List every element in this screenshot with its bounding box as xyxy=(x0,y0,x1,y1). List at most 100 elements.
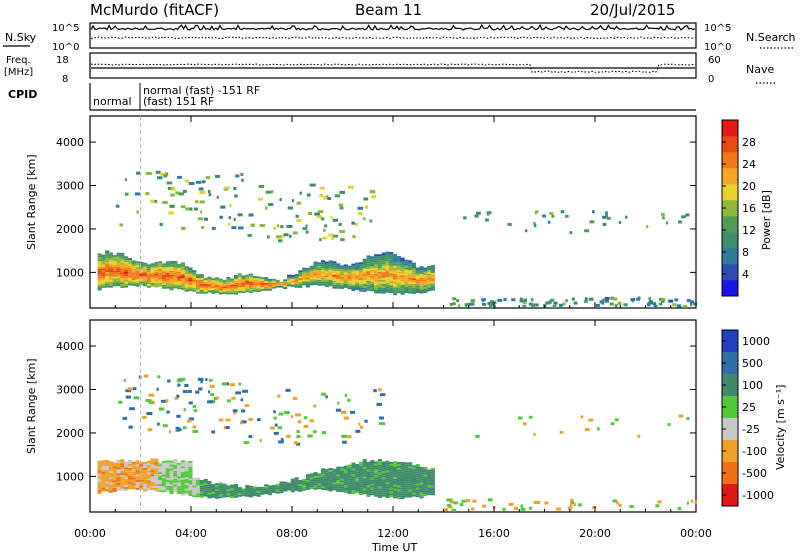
velocity-cell xyxy=(313,487,318,490)
velocity-cell xyxy=(218,488,223,491)
velocity-cell xyxy=(188,484,193,487)
power-cell xyxy=(294,281,299,284)
power-cell xyxy=(124,277,129,280)
velocity-cell xyxy=(108,471,114,474)
power-cell xyxy=(463,216,467,220)
velocity-cell xyxy=(211,489,216,492)
y-tick-label: 2000 xyxy=(56,427,84,440)
velocity-cell xyxy=(207,484,212,487)
velocity-cell xyxy=(101,481,106,484)
power-cell xyxy=(211,280,216,283)
power-cell xyxy=(105,277,110,280)
power-cell xyxy=(682,304,688,308)
power-cell xyxy=(319,238,322,242)
velocity-cell xyxy=(404,487,409,490)
velocity-cell xyxy=(180,485,185,488)
power-cell xyxy=(396,289,401,292)
velocity-cell xyxy=(309,479,314,482)
power-cell xyxy=(321,266,326,269)
velocity-cell xyxy=(268,485,273,488)
power-cell xyxy=(351,273,356,276)
power-cell xyxy=(419,273,424,276)
power-cell xyxy=(393,259,398,262)
velocity-cell xyxy=(214,491,220,493)
power-cell xyxy=(127,273,132,276)
velocity-cell xyxy=(332,486,337,489)
velocity-cell xyxy=(336,488,341,491)
velocity-cell xyxy=(203,492,208,495)
power-cell xyxy=(154,281,159,284)
velocity-cell xyxy=(373,389,377,393)
velocity-cell xyxy=(374,467,379,470)
power-cell xyxy=(404,267,409,270)
velocity-cell xyxy=(235,391,242,395)
power-cell xyxy=(430,267,435,270)
power-cell xyxy=(214,289,220,292)
velocity-cell xyxy=(411,473,417,476)
velocity-cell xyxy=(139,464,144,467)
velocity-cell xyxy=(277,426,283,430)
velocity-cell xyxy=(222,493,227,496)
power-cell xyxy=(188,277,193,280)
power-cell xyxy=(97,270,102,273)
power-cell xyxy=(169,204,175,208)
power-cell xyxy=(324,261,329,264)
velocity-cell xyxy=(176,379,182,383)
velocity-cell xyxy=(252,494,257,497)
velocity-cell xyxy=(347,474,352,477)
power-cell xyxy=(249,273,254,276)
power-cell xyxy=(165,278,170,281)
velocity-cell xyxy=(336,484,341,487)
power-cell xyxy=(196,276,201,279)
velocity-cell xyxy=(105,477,110,480)
power-cell xyxy=(381,287,386,290)
power-cell xyxy=(366,257,371,260)
velocity-cell xyxy=(362,472,367,475)
power-cell xyxy=(522,300,527,304)
velocity-cell xyxy=(139,487,144,490)
velocity-cell xyxy=(161,484,167,487)
power-cell xyxy=(173,266,178,269)
power-cell xyxy=(135,265,140,268)
power-cell xyxy=(245,280,250,283)
velocity-cell xyxy=(324,474,329,477)
power-colorbar-swatch xyxy=(722,152,738,169)
velocity-cell xyxy=(165,462,170,465)
power-cell xyxy=(105,281,110,284)
velocity-cell xyxy=(124,477,129,480)
power-colorbar-swatch xyxy=(722,216,738,233)
freq-label-1: Freq. xyxy=(6,55,31,66)
power-cell xyxy=(211,226,216,230)
nave-trace xyxy=(90,63,696,74)
power-cell xyxy=(362,264,367,267)
velocity-cell xyxy=(396,495,401,498)
velocity-cell xyxy=(408,474,413,476)
power-cell xyxy=(192,272,197,275)
power-cell xyxy=(245,276,250,279)
power-cell xyxy=(678,220,682,224)
velocity-colorbar-border xyxy=(721,329,739,507)
power-cell xyxy=(636,297,641,301)
velocity-cell xyxy=(427,471,432,474)
power-cell xyxy=(105,256,110,259)
velocity-cell xyxy=(146,472,151,475)
power-cell xyxy=(97,280,102,283)
velocity-cell xyxy=(343,491,348,494)
velocity-cell xyxy=(419,490,424,493)
velocity-cell xyxy=(112,489,117,492)
power-cell xyxy=(108,264,114,267)
power-cell xyxy=(408,268,413,271)
velocity-cell xyxy=(145,399,152,403)
power-cell xyxy=(143,266,148,269)
power-cell xyxy=(165,286,170,289)
velocity-cell xyxy=(374,488,379,491)
power-cell xyxy=(207,190,211,194)
power-cell xyxy=(214,279,220,282)
velocity-cell xyxy=(199,481,204,484)
velocity-cell xyxy=(135,476,140,479)
velocity-cell xyxy=(177,472,182,475)
velocity-cell xyxy=(116,477,121,480)
velocity-cell xyxy=(218,492,223,495)
power-cell xyxy=(116,270,121,273)
power-cell xyxy=(330,215,333,219)
